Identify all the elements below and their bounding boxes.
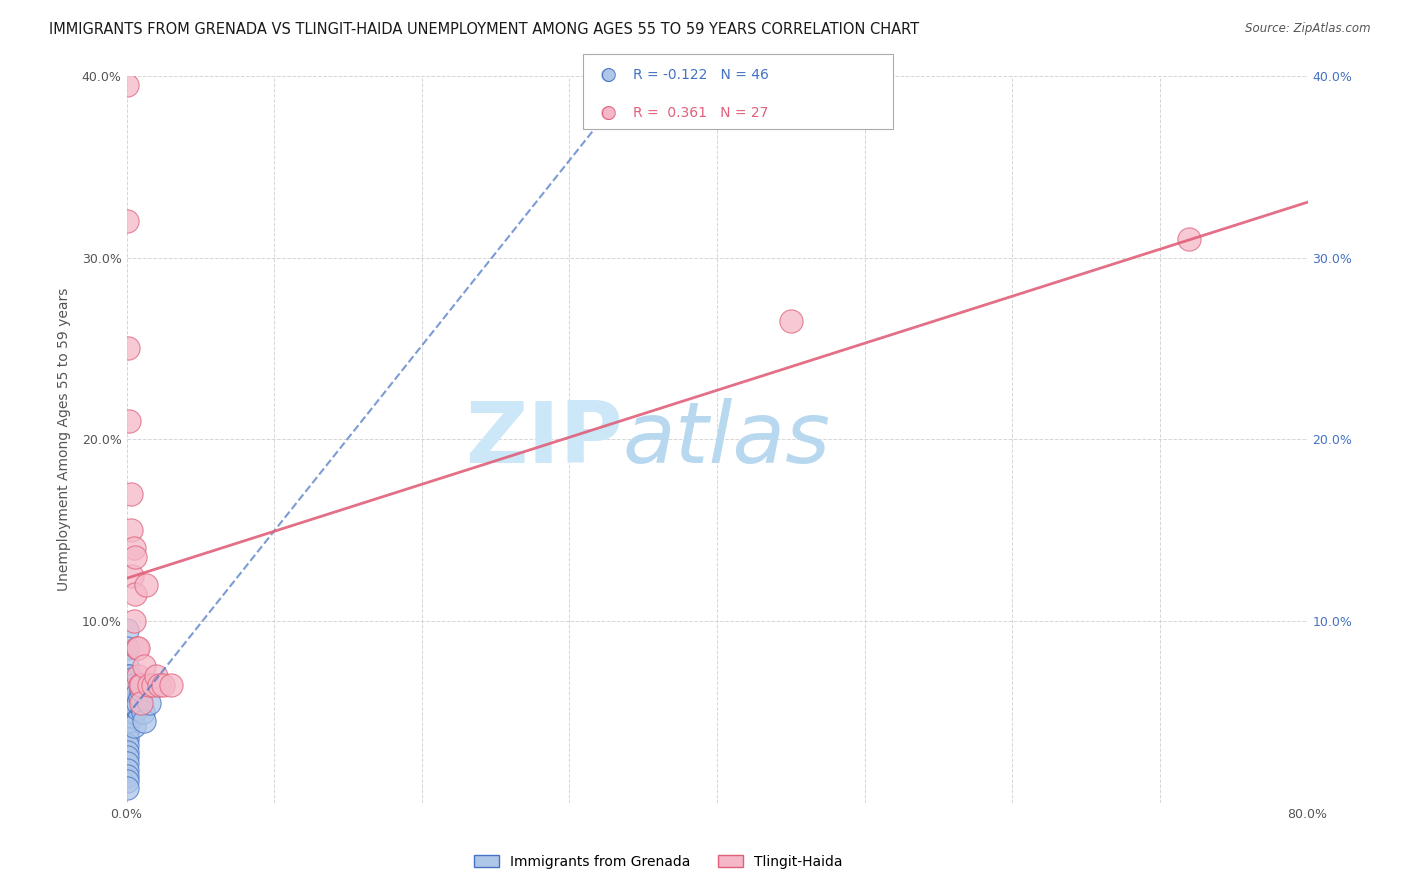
Point	[120, 678, 142, 692]
Point	[122, 719, 145, 733]
Point	[134, 659, 156, 673]
Point	[115, 714, 138, 728]
Point	[121, 708, 143, 723]
Point	[115, 696, 138, 710]
Legend: Immigrants from Grenada, Tlingit-Haida: Immigrants from Grenada, Tlingit-Haida	[474, 855, 842, 869]
Point	[129, 678, 153, 692]
Point	[115, 623, 138, 637]
Point	[127, 696, 149, 710]
Point	[148, 678, 170, 692]
Point	[115, 723, 138, 737]
Text: R = -0.122   N = 46: R = -0.122 N = 46	[633, 68, 769, 82]
Y-axis label: Unemployment Among Ages 55 to 59 years: Unemployment Among Ages 55 to 59 years	[56, 287, 70, 591]
Point	[120, 696, 142, 710]
Point	[115, 756, 138, 770]
Point	[121, 672, 143, 686]
Point	[152, 678, 174, 692]
Point	[125, 701, 148, 715]
Point	[127, 668, 149, 682]
Point	[122, 690, 145, 705]
Point	[124, 550, 146, 565]
Point	[115, 641, 138, 656]
Point	[122, 678, 145, 692]
Point	[115, 708, 138, 723]
Point	[118, 683, 141, 698]
Point	[780, 314, 803, 328]
Text: ○: ○	[600, 103, 616, 121]
Point	[145, 668, 167, 682]
Text: Source: ZipAtlas.com: Source: ZipAtlas.com	[1246, 22, 1371, 36]
Point	[115, 763, 138, 777]
Point	[115, 214, 138, 228]
Point	[138, 696, 160, 710]
Point	[115, 78, 138, 92]
Text: ●: ●	[600, 103, 616, 121]
Point	[115, 727, 138, 741]
Point	[127, 641, 149, 656]
Point	[128, 690, 150, 705]
Point	[134, 714, 156, 728]
Point	[125, 641, 148, 656]
Text: IMMIGRANTS FROM GRENADA VS TLINGIT-HAIDA UNEMPLOYMENT AMONG AGES 55 TO 59 YEARS : IMMIGRANTS FROM GRENADA VS TLINGIT-HAIDA…	[49, 22, 920, 37]
Point	[117, 714, 139, 728]
Point	[124, 681, 146, 696]
Point	[117, 696, 139, 710]
Point	[135, 578, 157, 592]
Text: ○: ○	[600, 66, 616, 84]
Point	[120, 523, 142, 537]
Point	[132, 705, 155, 719]
Point	[115, 719, 138, 733]
Text: R =  0.361   N = 27: R = 0.361 N = 27	[633, 105, 768, 120]
Point	[118, 696, 141, 710]
Point	[128, 678, 150, 692]
Point	[142, 678, 165, 692]
Point	[160, 678, 183, 692]
Point	[115, 705, 138, 719]
Point	[138, 678, 160, 692]
Point	[122, 614, 145, 628]
Point	[115, 678, 138, 692]
Point	[1178, 232, 1201, 246]
Point	[115, 781, 138, 796]
Point	[122, 541, 145, 556]
Point	[115, 745, 138, 759]
Point	[115, 732, 138, 747]
Point	[129, 683, 153, 698]
Point	[115, 738, 138, 752]
Point	[118, 668, 141, 682]
Point	[115, 687, 138, 701]
Point	[129, 696, 153, 710]
Point	[124, 587, 146, 601]
Point	[117, 678, 139, 692]
Point	[117, 342, 139, 356]
Point	[115, 774, 138, 789]
Text: ZIP: ZIP	[465, 398, 623, 481]
Point	[115, 659, 138, 673]
Point	[121, 690, 143, 705]
Point	[121, 568, 143, 582]
Text: ●: ●	[600, 66, 616, 84]
Point	[115, 768, 138, 782]
Point	[118, 414, 141, 428]
Point	[115, 750, 138, 764]
Point	[125, 687, 148, 701]
Point	[120, 487, 142, 501]
Point	[117, 668, 139, 682]
Text: atlas: atlas	[623, 398, 831, 481]
Point	[122, 705, 145, 719]
